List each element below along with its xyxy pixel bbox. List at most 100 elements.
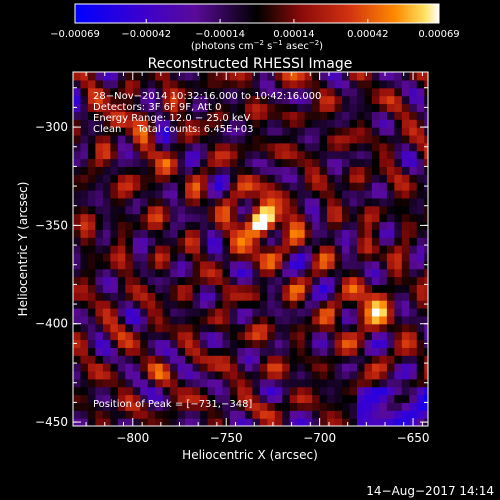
heatmap-cell: [102, 79, 111, 89]
heatmap-cell: [282, 347, 291, 356]
heatmap-cell: [349, 205, 358, 215]
heatmap-cell: [207, 150, 216, 160]
x-tick-label: −800: [116, 431, 149, 445]
heatmap-cell: [416, 103, 425, 112]
heatmap-cell: [155, 142, 164, 152]
heatmap-cell: [80, 79, 89, 89]
heatmap-cell: [147, 158, 156, 167]
heatmap-cell: [357, 323, 366, 333]
heatmap-cell: [125, 166, 134, 175]
heatmap-cell: [282, 331, 291, 341]
heatmap-cell: [409, 276, 418, 285]
heatmap-cell: [177, 142, 186, 152]
heatmap-cell: [379, 205, 388, 215]
y-tick-label: −400: [35, 317, 68, 331]
heatmap-cell: [162, 213, 171, 223]
heatmap-cell: [267, 95, 276, 105]
heatmap-cell: [237, 252, 246, 262]
heatmap-cell: [252, 111, 261, 120]
heatmap-cell: [282, 190, 291, 199]
heatmap-cell: [394, 245, 403, 254]
heatmap-cell: [222, 142, 231, 152]
heatmap-cell: [147, 237, 156, 246]
heatmap-cell: [237, 111, 246, 120]
heatmap-cell: [132, 237, 141, 246]
heatmap-cell: [80, 418, 89, 426]
heatmap-cell: [319, 402, 328, 411]
heatmap-cell: [155, 355, 164, 364]
heatmap-cell: [222, 166, 231, 175]
heatmap-cell: [192, 111, 201, 120]
heatmap-cell: [297, 252, 306, 262]
heatmap-cell: [140, 119, 149, 128]
heatmap-cell: [170, 221, 179, 230]
heatmap-cell: [357, 284, 366, 293]
heatmap-cell: [349, 355, 358, 364]
heatmap-cell: [401, 134, 410, 144]
heatmap-cell: [274, 402, 283, 411]
heatmap-cell: [252, 378, 261, 388]
heatmap-cell: [394, 158, 403, 167]
heatmap-cell: [237, 315, 246, 325]
heatmap-cell: [379, 103, 388, 112]
heatmap-cell: [155, 292, 164, 301]
heatmap-cell: [267, 174, 276, 183]
heatmap-cell: [229, 174, 239, 183]
heatmap-cell: [125, 237, 134, 246]
heatmap-cell: [312, 410, 321, 419]
heatmap-cell: [364, 127, 373, 136]
heatmap-cell: [259, 134, 268, 144]
heatmap-cell: [140, 276, 149, 285]
heatmap-cell: [364, 308, 373, 317]
heatmap-cell: [349, 292, 358, 301]
heatmap-cell: [312, 134, 321, 144]
heatmap-cell: [297, 205, 306, 215]
heatmap-cell: [327, 252, 336, 262]
heatmap-cell: [267, 418, 276, 426]
heatmap-cell: [416, 252, 425, 262]
heatmap-cell: [177, 174, 186, 183]
heatmap-cell: [289, 347, 298, 356]
heatmap-cell: [379, 355, 388, 364]
heatmap-cell: [357, 410, 366, 419]
heatmap-cell: [342, 79, 351, 89]
heatmap-cell: [102, 315, 111, 325]
heatmap-cell: [162, 276, 171, 285]
heatmap-cell: [185, 252, 194, 262]
heatmap-cell: [215, 79, 224, 89]
heatmap-cell: [80, 402, 89, 411]
heatmap-cell: [319, 410, 328, 419]
heatmap-cell: [297, 213, 306, 223]
heatmap-cell: [409, 158, 418, 167]
heatmap-cell: [409, 103, 418, 112]
heatmap-cell: [267, 134, 276, 144]
heatmap-cell: [125, 355, 134, 364]
heatmap-cell: [244, 174, 253, 183]
heatmap-cell: [304, 119, 313, 128]
heatmap-cell: [110, 402, 119, 411]
heatmap-cell: [147, 205, 156, 215]
heatmap-cell: [409, 315, 418, 325]
heatmap-cell: [244, 331, 253, 341]
heatmap-cell: [73, 355, 82, 364]
heatmap-cell: [312, 190, 321, 199]
heatmap-cell: [147, 268, 156, 278]
heatmap-cell: [80, 355, 89, 364]
heatmap-cell: [282, 158, 291, 167]
heatmap-cell: [162, 182, 171, 191]
heatmap-cell: [409, 221, 418, 230]
heatmap-cell: [409, 370, 418, 380]
heatmap-cell: [334, 300, 343, 309]
heatmap-cell: [215, 150, 224, 160]
heatmap-cell: [416, 174, 425, 183]
heatmap-cell: [80, 245, 89, 254]
heatmap-cell: [394, 268, 403, 278]
heatmap-cell: [229, 79, 239, 89]
heatmap-cell: [394, 142, 403, 152]
heatmap-cell: [357, 300, 366, 309]
heatmap-cell: [259, 103, 268, 112]
heatmap-cell: [371, 134, 381, 144]
heatmap-cell: [319, 315, 328, 325]
heatmap-cell: [162, 315, 171, 325]
heatmap-cell: [312, 166, 321, 175]
